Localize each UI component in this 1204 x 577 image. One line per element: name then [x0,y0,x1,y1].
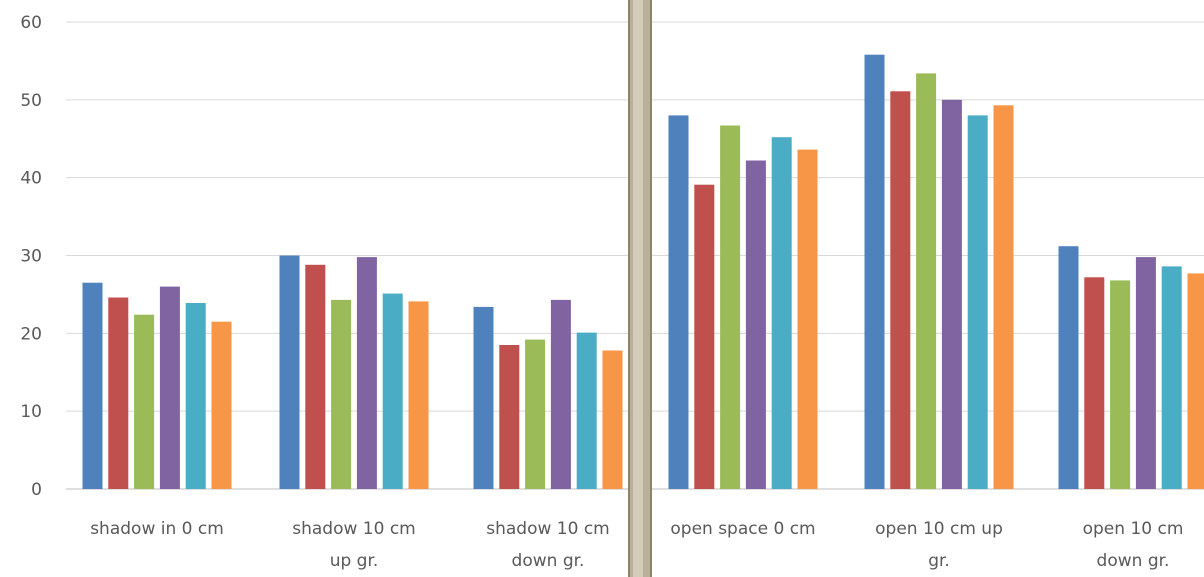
bar [890,91,911,490]
x-tick-label: down gr. [1097,551,1170,571]
y-tick-label: 20 [20,324,42,344]
bar [1058,246,1079,489]
y-tick-label: 60 [20,13,42,33]
bar [720,125,741,489]
bar [694,184,715,489]
bar [1135,257,1156,489]
bar [576,332,597,489]
bar [1110,280,1131,489]
bar [473,306,494,489]
y-axis: 0 10 20 30 40 50 60 [20,13,42,500]
bar [745,160,766,489]
bar [771,137,792,489]
bar [797,149,818,489]
bar [916,73,937,490]
bar [1187,273,1204,489]
bar [356,257,377,489]
y-tick-label: 50 [20,91,42,111]
bar [134,314,155,489]
bar [1161,266,1182,489]
bars [82,54,1204,490]
divider-edge-left [628,0,630,577]
y-tick-label: 10 [20,402,42,422]
bar [382,293,403,489]
x-tick-label: shadow 10 cm [292,519,416,539]
x-tick-label: down gr. [512,551,585,571]
bar [525,339,546,489]
bar [185,303,206,489]
x-tick-label: gr. [928,551,950,571]
y-tick-label: 0 [31,480,42,500]
x-tick-label: shadow 10 cm [486,519,610,539]
bar [941,99,962,490]
bar [602,350,623,489]
bar [159,286,180,489]
bar [331,299,352,489]
bar [550,299,571,489]
bar [408,301,429,489]
x-axis: shadow in 0 cm shadow 10 cm up gr. shadow 1… [90,519,1183,571]
bar [211,321,232,489]
window-divider[interactable] [628,0,652,577]
bar [864,54,885,489]
bar [993,105,1014,490]
bar [82,282,103,489]
bar [967,115,988,490]
bar [668,115,689,490]
x-tick-label: shadow in 0 cm [90,519,224,539]
divider-edge-right [650,0,652,577]
x-tick-label: open 10 cm up [875,519,1003,539]
bar [305,264,326,489]
x-tick-label: open 10 cm [1083,519,1184,539]
y-tick-label: 40 [20,169,42,189]
bar [1084,277,1105,489]
y-tick-label: 30 [20,247,42,267]
x-tick-label: open space 0 cm [670,519,815,539]
bar [499,345,520,489]
bar [108,297,129,489]
x-tick-label: up gr. [330,551,379,571]
divider-highlight [633,0,643,577]
bar [279,255,300,489]
